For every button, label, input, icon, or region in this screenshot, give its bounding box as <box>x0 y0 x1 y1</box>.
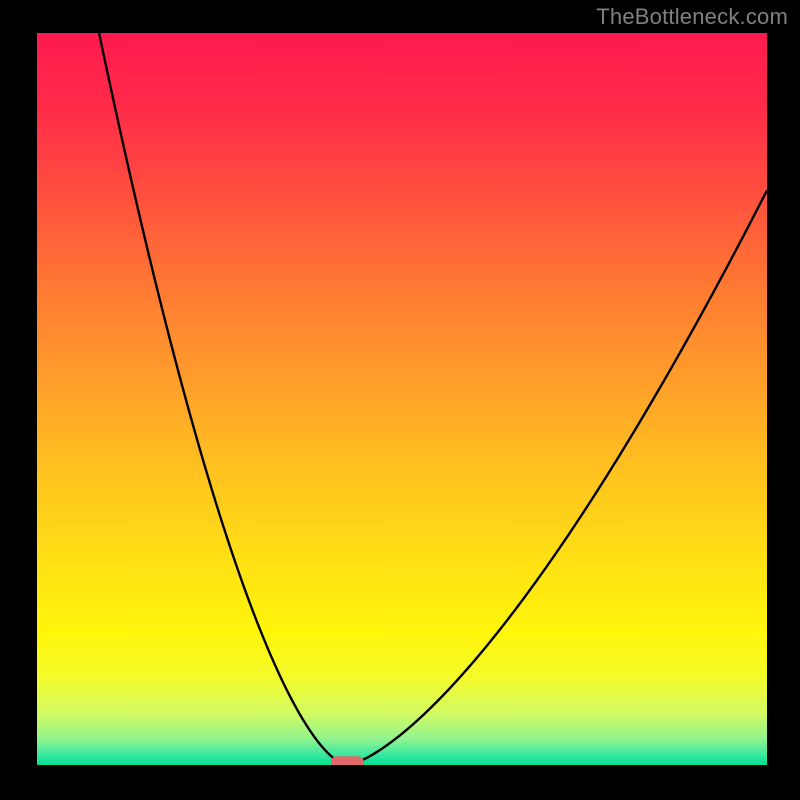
plot-svg <box>37 33 767 765</box>
plot-area <box>37 33 767 765</box>
optimal-marker <box>331 756 364 765</box>
chart-canvas: TheBottleneck.com <box>0 0 800 800</box>
gradient-background <box>37 33 767 765</box>
watermark-text: TheBottleneck.com <box>596 4 788 30</box>
